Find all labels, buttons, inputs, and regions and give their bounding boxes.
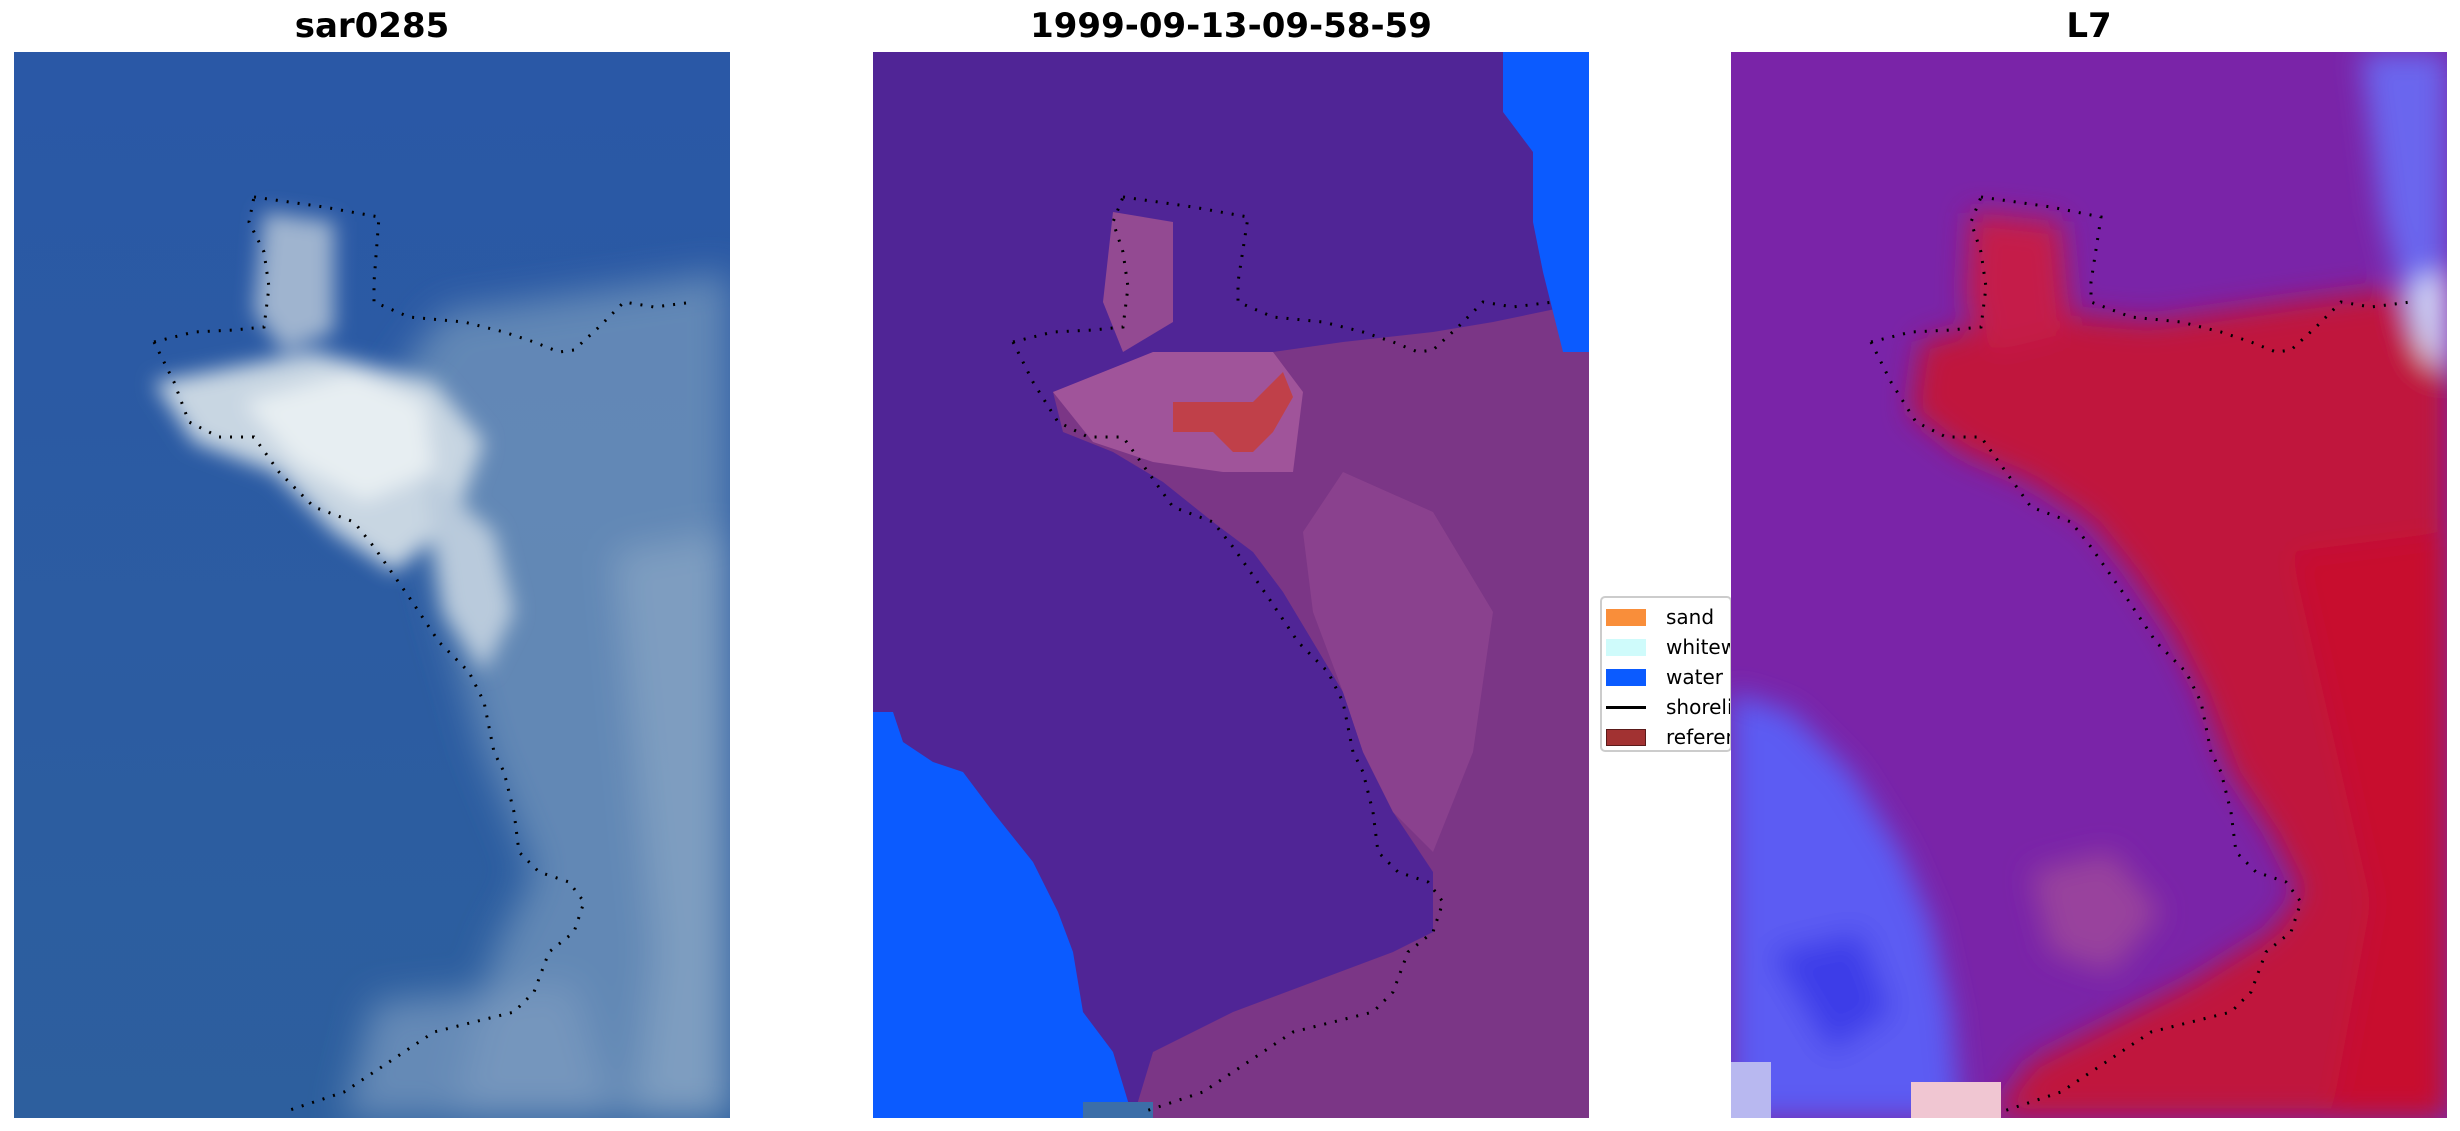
shoreline-contour — [152, 195, 695, 1114]
legend-label: water — [1666, 665, 1723, 689]
legend-item-shoreline: shoreline — [1606, 692, 1732, 722]
legend-item-reference: reference shoreline — [1606, 722, 1730, 750]
legend-swatch-whitewater — [1606, 638, 1646, 656]
legend-label: shoreline — [1666, 695, 1732, 719]
legend-label: sand — [1666, 605, 1715, 629]
legend-item-water: water — [1606, 662, 1730, 692]
legend-swatch-water — [1606, 668, 1646, 686]
classified-image — [873, 52, 1589, 1118]
panel-title-index: L7 — [2066, 6, 2112, 46]
legend-label: reference shoreline — [1666, 725, 1730, 749]
panel-title-rgb: sar0285 — [294, 6, 450, 46]
legend-swatch-reference — [1606, 728, 1646, 746]
shoreline-contour — [1011, 195, 1554, 1114]
index-image — [1731, 52, 2447, 1118]
rgb-image — [14, 52, 730, 1118]
classified-panel: 1999-09-13-09-58-59 — [873, 0, 1589, 1131]
legend-swatch-sand — [1606, 608, 1646, 626]
index-panel: L7 — [1731, 0, 2447, 1131]
rgb-panel: sar0285 — [14, 0, 730, 1131]
shoreline-contour — [1869, 195, 2412, 1114]
legend-item-sand: sand — [1606, 602, 1730, 632]
legend-swatch-shoreline — [1606, 705, 1646, 709]
panel-title-classified: 1999-09-13-09-58-59 — [1030, 6, 1432, 46]
